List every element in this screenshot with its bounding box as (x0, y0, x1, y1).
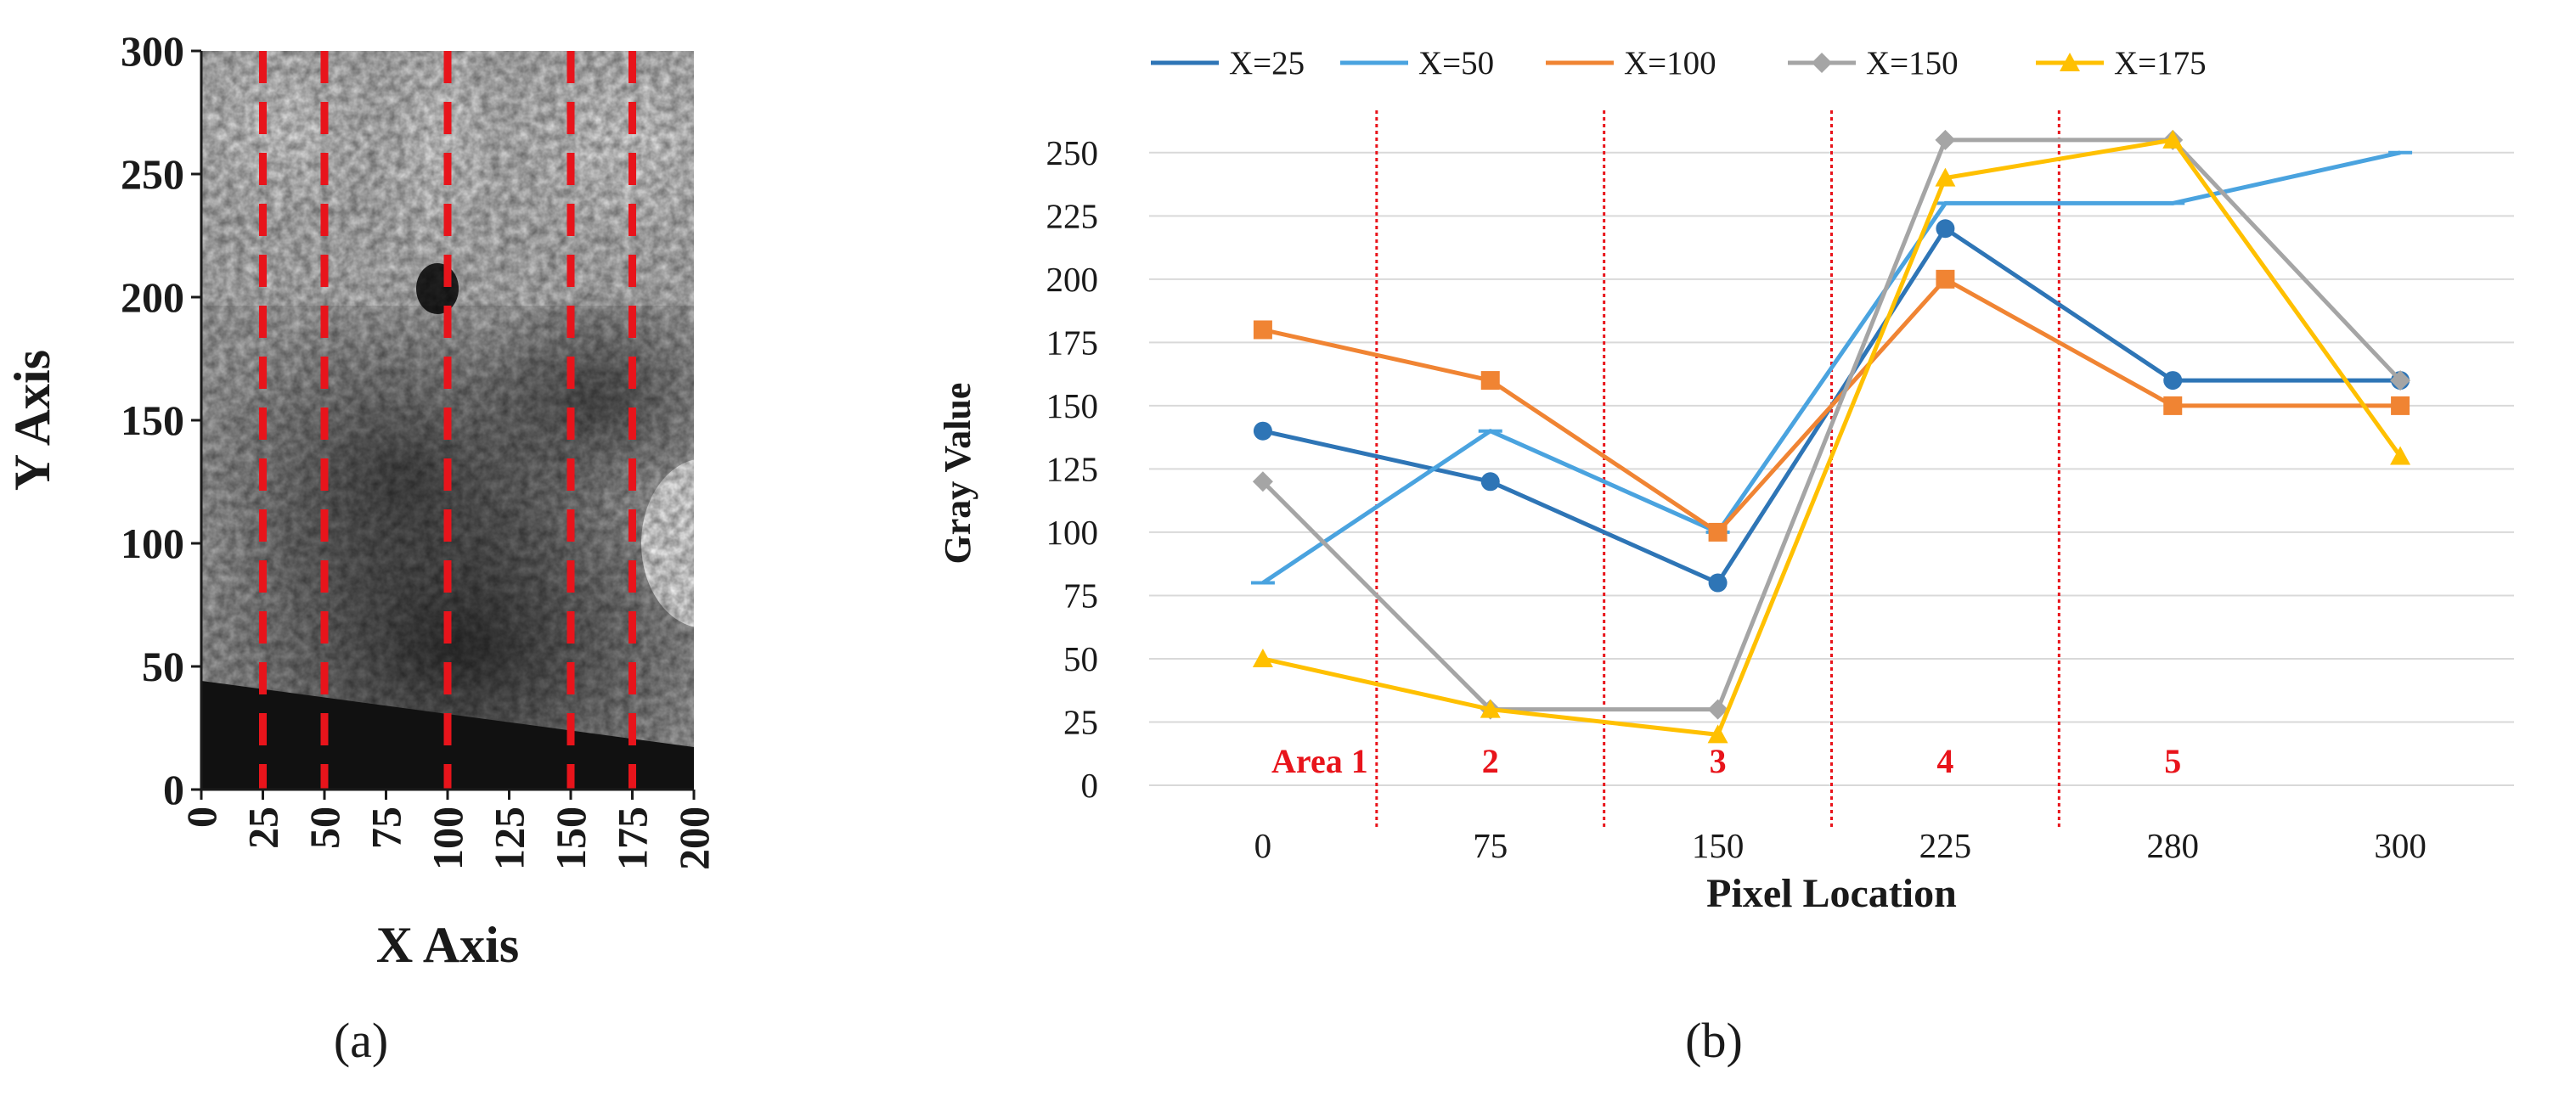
y-axis-title: Gray Value (937, 383, 978, 565)
x-axis-title: Pixel Location (1706, 871, 1957, 916)
y-tick-label: 100 (121, 520, 184, 567)
x-tick-label: 75 (363, 807, 410, 849)
x-tick-label: 175 (609, 807, 657, 870)
marker-triangle (2162, 129, 2184, 149)
y-tick-label: 300 (121, 27, 184, 75)
series-line (1262, 138, 2403, 737)
marker-triangle (2060, 53, 2080, 71)
x-tick-label: 50 (301, 807, 348, 849)
series-line (1261, 138, 2402, 712)
y-axis-title: Y Axis (4, 350, 60, 491)
marker-diamond (1707, 699, 1728, 720)
marker-square (1253, 320, 1272, 340)
y-tick-label: 25 (1063, 702, 1098, 741)
legend-label: X=150 (1866, 45, 1959, 81)
y-tick-label: 250 (121, 150, 184, 198)
x-tick-label: 225 (1919, 826, 1972, 865)
series-x-150 (1252, 129, 2411, 720)
y-tick-label: 50 (142, 643, 184, 690)
y-tick-label: 50 (1063, 639, 1098, 678)
marker-triangle (1480, 699, 1501, 718)
marker-diamond (1812, 53, 1832, 73)
marker-circle (1253, 421, 1272, 441)
panel-b-label: (b) (1685, 1013, 1743, 1068)
legend-label: X=100 (1624, 45, 1716, 81)
panel-a-label: (a) (334, 1013, 388, 1068)
marker-square (2163, 396, 2183, 415)
marker-circle (1480, 472, 1500, 492)
y-tick-label: 125 (1046, 449, 1099, 488)
series-x-100 (1253, 269, 2410, 542)
marker-square (2391, 396, 2410, 415)
x-axis-title: X Axis (376, 917, 519, 973)
y-tick-label: 150 (1046, 386, 1099, 425)
x-tick-label: 280 (2147, 826, 2200, 865)
panel-a (201, 51, 694, 790)
legend-label: X=50 (1418, 45, 1494, 81)
marker-triangle (1252, 648, 1273, 667)
area-label: 3 (1710, 742, 1727, 780)
marker-circle (1708, 573, 1728, 593)
grayscale-image (201, 51, 694, 790)
legend-label: X=25 (1229, 45, 1305, 81)
marker-square (1708, 522, 1728, 542)
marker-circle (1936, 219, 1955, 239)
marker-diamond (1935, 129, 1956, 150)
y-tick-label: 0 (1081, 766, 1099, 805)
y-tick-label: 200 (121, 273, 184, 321)
marker-diamond (2390, 370, 2411, 391)
marker-diamond (1252, 471, 1273, 492)
y-tick-label: 100 (1046, 513, 1099, 552)
legend-label: X=175 (2114, 45, 2207, 81)
area-label: 4 (1936, 742, 1953, 780)
marker-square (1936, 269, 1955, 289)
marker-triangle (1707, 724, 1728, 744)
y-tick-label: 200 (1046, 260, 1099, 299)
x-tick-label: 125 (486, 807, 533, 870)
series-x-175 (1252, 129, 2411, 744)
panel-a-axes: 0 50 100 150 200 250 300 0 25 50 75 100 125 150 175 200… (4, 27, 718, 973)
marker-circle (2163, 371, 2183, 391)
y-tick-label: 175 (1046, 323, 1099, 362)
y-tick-label: 250 (1046, 133, 1099, 172)
y-tick-label: 150 (121, 396, 184, 444)
x-tick-label: 300 (2374, 826, 2427, 865)
area-label: 5 (2164, 742, 2181, 780)
x-tick-label: 150 (547, 807, 595, 870)
marker-triangle (2390, 446, 2411, 465)
area-label: Area 1 (1271, 742, 1368, 780)
y-tick-label: 0 (163, 766, 184, 813)
x-tick-label: 0 (178, 807, 225, 828)
legend: X=25 X=50 X=100 X=150 X=175 (1151, 45, 2207, 81)
marker-triangle (1935, 167, 1956, 187)
x-tick-label: 0 (1254, 826, 1272, 865)
x-tick-label: 100 (424, 807, 471, 870)
x-tick-label: 75 (1473, 826, 1508, 865)
series-line (1262, 277, 2401, 535)
x-tick-label: 200 (670, 807, 718, 870)
x-tick-label: 25 (240, 807, 287, 849)
marker-square (1480, 371, 1500, 391)
y-tick-label: 75 (1063, 576, 1098, 615)
x-tick-label: 150 (1692, 826, 1745, 865)
area-label: 2 (1482, 742, 1499, 780)
y-tick-label: 225 (1046, 196, 1099, 235)
